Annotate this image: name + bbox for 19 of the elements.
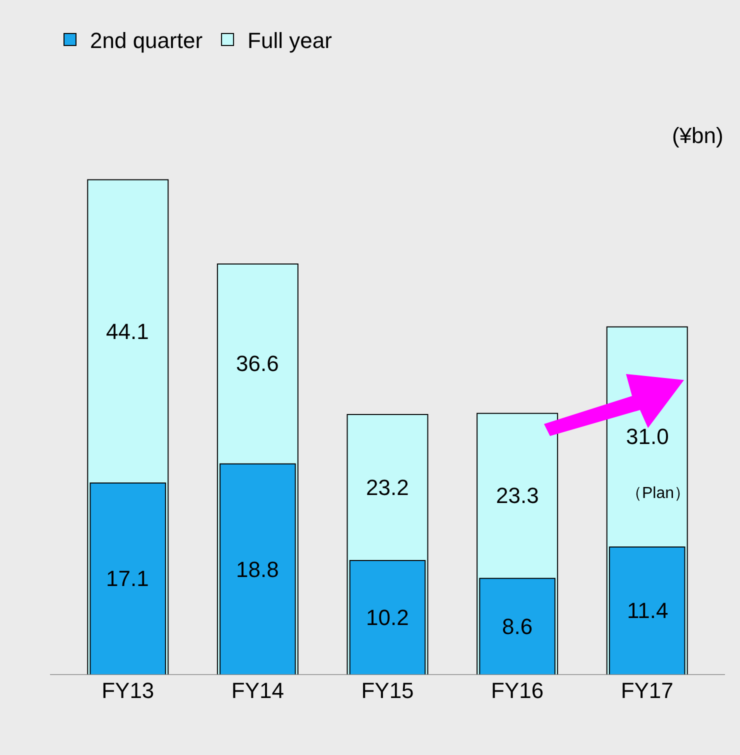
data-label: 17.1 (106, 566, 149, 591)
data-label: 11.4 (627, 598, 668, 623)
x-tick-label: FY15 (361, 678, 414, 703)
x-tick-label: FY13 (102, 678, 154, 703)
data-label: 8.6 (502, 614, 533, 639)
data-label: 10.2 (366, 605, 409, 630)
x-tick-label: FY16 (491, 678, 544, 703)
data-label: 23.3 (496, 483, 539, 508)
x-tick-label: FY14 (231, 678, 284, 703)
data-label: 36.6 (236, 351, 279, 376)
legend-label: Full year (248, 28, 332, 54)
data-label: 44.1 (106, 319, 149, 344)
data-label: 18.8 (236, 557, 279, 582)
data-label: 23.2 (366, 475, 409, 500)
x-tick-label: FY17 (620, 678, 674, 703)
data-label: 31.0 (626, 424, 669, 449)
legend-label: 2nd quarter (90, 28, 203, 54)
text: (¥bn) (672, 123, 724, 148)
annotation: （Plan） (626, 485, 690, 502)
